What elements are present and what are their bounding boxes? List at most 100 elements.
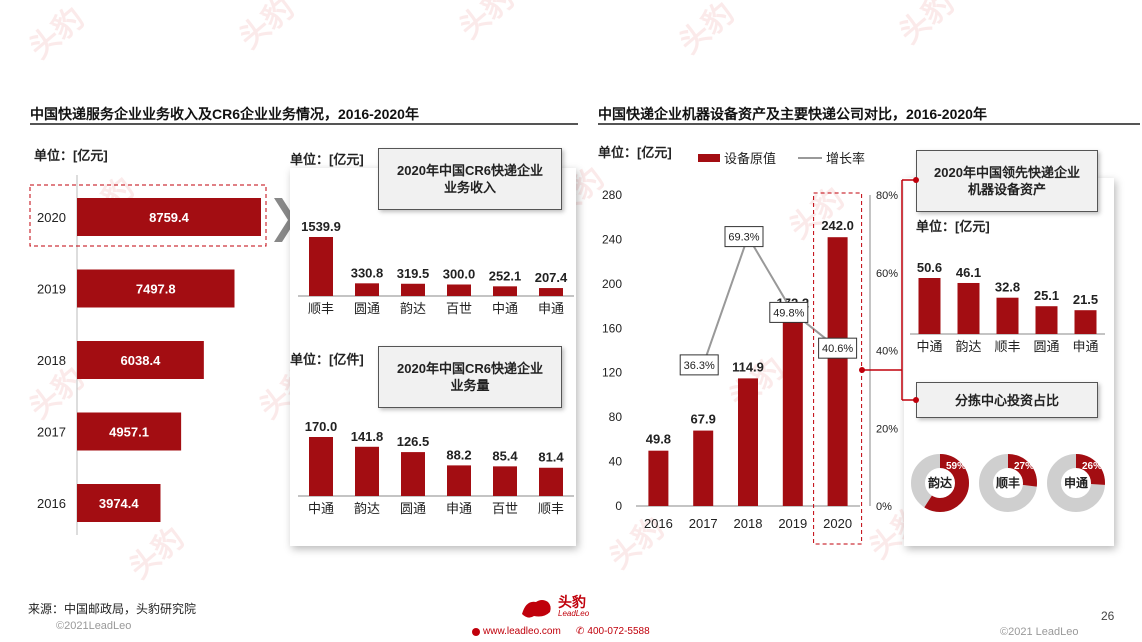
sorting-callout-label: 分拣中心投资占比: [954, 392, 1059, 408]
equipment-company-chart: 50.6 中通 46.1 韵达 32.8 顺丰 25.1 圆通 21.5 申通: [910, 260, 1105, 354]
hbar-value-label: 3974.4: [99, 496, 140, 511]
combo-x-tick-label: 2020: [823, 516, 852, 531]
equipment-category-label: 中通: [916, 339, 942, 354]
equipment-callout-line1: 2020年中国领先快递企业: [934, 165, 1080, 180]
equipment-value-label: 21.5: [1073, 292, 1098, 307]
equipment-value-label: 25.1: [1034, 288, 1059, 303]
hbar-bar-2017: [77, 412, 182, 451]
equipment-category-label: 圆通: [1033, 339, 1059, 354]
hbar-year-label: 2017: [37, 425, 66, 440]
donut-center-label: 顺丰: [996, 475, 1020, 490]
page-number: 26: [1101, 609, 1115, 623]
legend-bar-label: 设备原值: [724, 151, 776, 166]
volume-value-label: 85.4: [492, 448, 518, 463]
growth-rate-label: 36.3%: [684, 360, 715, 372]
growth-rate-label: 49.8%: [773, 307, 804, 319]
volume-value-label: 88.2: [446, 447, 471, 462]
volume-category-label: 申通: [446, 501, 472, 516]
combo-bar-value-label: 49.8: [646, 432, 671, 447]
revenue-callout: 2020年中国CR6快递企业 业务收入: [378, 148, 562, 210]
sorting-donut-charts: 韵达 59% 顺丰 27% 申通 26%: [911, 454, 1105, 512]
y-tick-label: 160: [602, 321, 622, 335]
volume-category-label: 中通: [308, 501, 334, 516]
watermark-text-1: 头豹: [233, 0, 300, 55]
volume-bar-3: [447, 465, 471, 496]
growth-label-box: [724, 226, 764, 248]
website-text: www.leadleo.com: [483, 626, 561, 637]
y2-tick-label: 20%: [876, 423, 898, 435]
website-link[interactable]: www.leadleo.com: [472, 626, 561, 637]
hbar-value-label: 7497.8: [136, 282, 176, 297]
hbar-year-label: 2016: [37, 496, 66, 511]
right-section-rule: [598, 123, 1140, 125]
left-unit-label: 单位：[亿元]: [34, 148, 108, 163]
combo-x-tick-label: 2018: [734, 516, 763, 531]
volume-callout-line1: 2020年中国CR6快递企业: [397, 361, 543, 376]
combo-x-tick-label: 2016: [644, 516, 673, 531]
globe-icon: [472, 627, 480, 636]
hbar-bar-2016: [77, 484, 161, 522]
combo-x-tick-label: 2019: [778, 516, 807, 531]
equipment-category-label: 顺丰: [994, 339, 1020, 354]
revenue-value-label: 330.8: [351, 265, 384, 280]
donut-slice-申通: [1047, 454, 1105, 512]
donut-percent-label: 26%: [1082, 461, 1102, 472]
revenue-value-label: 319.5: [397, 266, 430, 281]
combo-bar-value-label: 114.9: [732, 359, 764, 374]
equipment-category-label: 申通: [1072, 339, 1098, 354]
volume-unit-label: 单位：[亿件]: [290, 352, 364, 367]
equipment-callout: 2020年中国领先快递企业 机器设备资产: [916, 150, 1098, 212]
growth-rate-line: [702, 234, 839, 366]
annual-revenue-hbar-chart: 8759.4 2020 7497.8 2019 6038.4 2018 4957.1 2017…: [29, 175, 267, 535]
y-tick-label: 40: [609, 455, 623, 469]
logo: 头豹 LeadLeo: [520, 595, 589, 620]
growth-label-box: [769, 301, 809, 323]
revenue-bar-3: [447, 284, 471, 296]
revenue-value-label: 207.4: [535, 270, 568, 285]
revenue-value-label: 1539.9: [301, 219, 341, 234]
hbar-value-label: 4957.1: [109, 425, 149, 440]
volume-category-label: 韵达: [354, 501, 380, 516]
revenue-category-label: 申通: [538, 301, 564, 316]
volume-bar-4: [493, 466, 517, 496]
y-tick-label: 280: [602, 188, 622, 202]
revenue-value-label: 252.1: [489, 268, 522, 283]
volume-category-label: 百世: [492, 501, 518, 516]
cr6-volume-chart: 170.0 中通 141.8 韵达 126.5 圆通 88.2 申通 85.4 百世 81.4 顺丰: [298, 419, 574, 516]
legend-line-label: 增长率: [826, 151, 865, 166]
growth-rate-label: 69.3%: [728, 232, 759, 244]
equipment-bar-1: [957, 282, 980, 334]
cr6-revenue-chart: 1539.9 顺丰 330.8 圆通 319.5 韵达 300.0 百世 252.1 中通 207.…: [298, 219, 574, 316]
growth-label-box: [818, 337, 858, 359]
y-tick-label: 80: [609, 410, 623, 424]
hbar-bar-2020: [77, 198, 261, 236]
combo-bar-2019: [782, 314, 803, 506]
revenue-category-label: 百世: [446, 301, 472, 316]
revenue-callout-line2: 业务收入: [443, 180, 496, 195]
copyright-right: ©2021 LeadLeo: [1000, 626, 1079, 638]
equipment-value-label: 32.8: [995, 280, 1020, 295]
watermark-text-2: 头豹: [453, 0, 520, 45]
legend-bar-swatch: [698, 154, 720, 162]
revenue-bar-2: [401, 283, 425, 296]
volume-value-label: 126.5: [397, 434, 430, 449]
revenue-category-label: 中通: [492, 301, 518, 316]
highlight-2020-column-box: [813, 192, 863, 545]
volume-bar-1: [355, 446, 379, 496]
combo-bar-value-label: 242.0: [821, 218, 854, 233]
leopard-logo-icon: [522, 600, 551, 618]
phone-text: 400-072-5588: [587, 626, 650, 637]
y2-tick-label: 0%: [876, 501, 892, 513]
equipment-category-label: 韵达: [955, 339, 981, 354]
volume-value-label: 81.4: [538, 450, 564, 465]
hbar-year-label: 2019: [37, 282, 66, 297]
volume-value-label: 141.8: [351, 429, 384, 444]
revenue-category-label: 圆通: [354, 301, 380, 316]
equipment-bar-4: [1074, 310, 1097, 334]
combo-bar-2017: [693, 430, 714, 506]
y2-tick-label: 40%: [876, 346, 898, 358]
hbar-bar-2019: [77, 269, 235, 308]
revenue-callout-line1: 2020年中国CR6快递企业: [397, 163, 543, 178]
equipment-bar-0: [918, 278, 941, 334]
equipment-bar-3: [1035, 306, 1058, 334]
